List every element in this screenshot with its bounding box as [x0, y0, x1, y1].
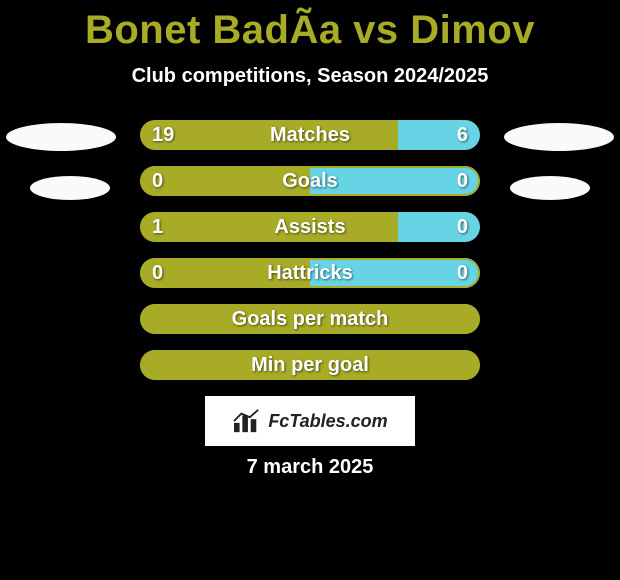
- stat-row: 10Assists: [0, 212, 620, 242]
- stats-rows: 196Matches 00Goals 10Assists 00Hattricks Goa…: [0, 120, 620, 396]
- stat-bar: Min per goal: [140, 350, 480, 380]
- comparison-card: Bonet BadÃ­a vs Dimov Club competitions,…: [0, 0, 620, 580]
- stat-label: Assists: [140, 212, 480, 242]
- stat-row: Min per goal: [0, 350, 620, 380]
- page-title: Bonet BadÃ­a vs Dimov: [0, 0, 620, 53]
- branding-badge: FcTables.com: [205, 396, 415, 446]
- branding-text: FcTables.com: [268, 411, 387, 432]
- stat-bar: Goals per match: [140, 304, 480, 334]
- stat-bar: 00Hattricks: [140, 258, 480, 288]
- stat-bar: 00Goals: [140, 166, 480, 196]
- stat-row: 00Hattricks: [0, 258, 620, 288]
- stat-bar: 10Assists: [140, 212, 480, 242]
- season-subtitle: Club competitions, Season 2024/2025: [0, 65, 620, 88]
- bar-chart-icon: [232, 408, 262, 434]
- stat-label: Min per goal: [140, 350, 480, 380]
- stat-label: Goals: [140, 166, 480, 196]
- stat-bar: 196Matches: [140, 120, 480, 150]
- stat-label: Goals per match: [140, 304, 480, 334]
- stat-row: 00Goals: [0, 166, 620, 196]
- stat-row: Goals per match: [0, 304, 620, 334]
- snapshot-date: 7 march 2025: [0, 456, 620, 479]
- stat-label: Matches: [140, 120, 480, 150]
- stat-row: 196Matches: [0, 120, 620, 150]
- stat-label: Hattricks: [140, 258, 480, 288]
